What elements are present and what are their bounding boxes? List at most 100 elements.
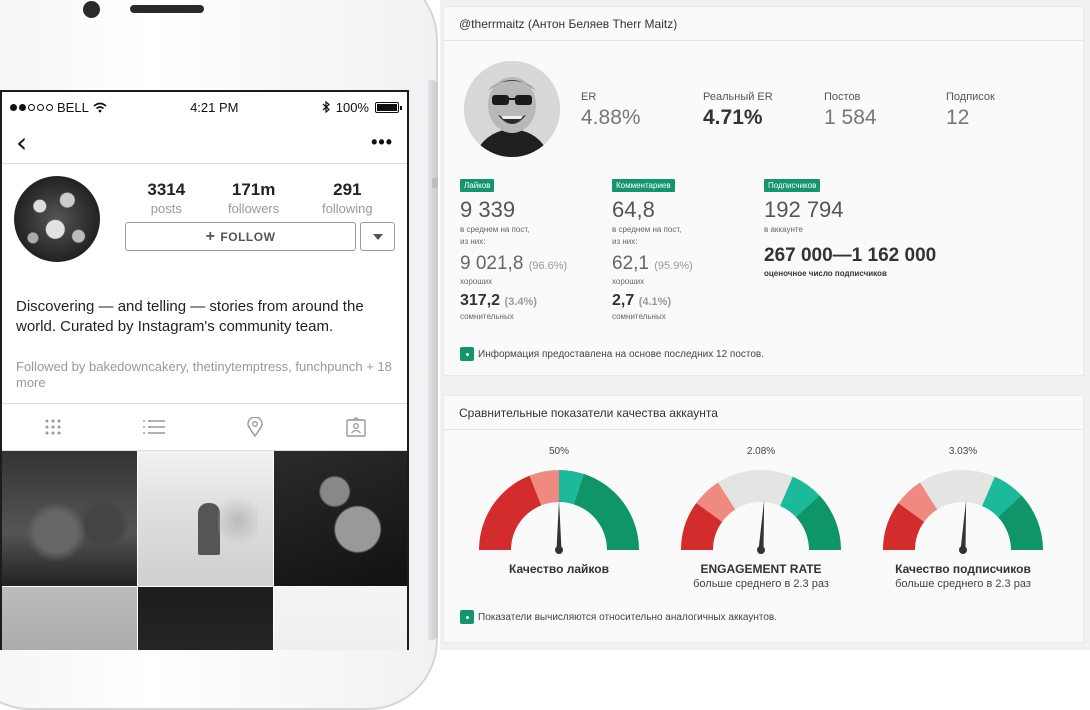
avatar[interactable] <box>14 176 100 262</box>
likes-tag: Лайков <box>460 179 495 192</box>
gauge-percent: 50% <box>548 446 569 457</box>
profile-tabs <box>2 403 407 451</box>
profile-header: 3314 posts 171m followers 291 following … <box>2 164 407 289</box>
profile-stats: 3314 posts 171m followers 291 following <box>126 180 394 216</box>
suggestions-dropdown-button[interactable] <box>360 222 395 251</box>
grid-icon[interactable] <box>41 415 65 439</box>
stat-following[interactable]: 291 following <box>322 180 373 216</box>
photo-thumbnail[interactable] <box>2 451 137 586</box>
stat-label: following <box>322 201 373 216</box>
photo-grid <box>2 451 407 650</box>
footer-note-text: Показатели вычисляются относительно анал… <box>478 611 778 623</box>
metric-label: Реальный ER <box>703 91 773 103</box>
metric-following: Подписок 12 <box>946 91 995 130</box>
gauge-name: ENGAGEMENT RATE <box>700 562 822 576</box>
list-icon[interactable] <box>142 415 166 439</box>
plus-icon: + <box>205 227 216 245</box>
gauge-followers-quality: 3.03% Качество подписчиков больше средне… <box>878 446 1048 590</box>
likes-good-value: 9 021,8 <box>460 253 524 274</box>
tagged-icon[interactable] <box>344 415 368 439</box>
comments-good-pct: (95.9%) <box>654 260 693 272</box>
info-note: Информация предоставлена на основе после… <box>460 347 764 361</box>
quality-card: Сравнительные показатели качества аккаун… <box>443 395 1084 643</box>
more-options-icon[interactable]: ••• <box>371 132 393 152</box>
likes-good-label: хороших <box>460 277 493 286</box>
info-icon <box>460 347 474 361</box>
phone-screen: BELL 4:21 PM 100% ‹ ••• 3314 posts 171m … <box>0 90 409 650</box>
followers-range: 267 000—1 162 000 <box>764 245 937 266</box>
wifi-icon <box>93 102 107 112</box>
gauge-engagement-rate: 2.08% ENGAGEMENT RATE больше среднего в … <box>676 446 846 590</box>
comments-good: 62,1 (95.9%) <box>612 253 752 275</box>
metric-value: 4.71% <box>703 106 763 129</box>
photo-thumbnail[interactable] <box>138 451 273 586</box>
phone-edge <box>428 80 438 640</box>
stat-value: 3314 <box>147 180 186 199</box>
likes-doubt-pct: (3.4%) <box>504 296 537 308</box>
followers-note: в аккаунте <box>764 225 803 234</box>
gauge-hub <box>959 546 967 554</box>
comments-note: в среднем на пост, <box>612 225 682 234</box>
followers-tag: Подписчиков <box>764 179 821 192</box>
follow-label: FOLLOW <box>220 229 276 244</box>
stat-posts[interactable]: 3314 posts <box>147 180 185 216</box>
gauge-segment <box>997 495 1043 550</box>
metric-value: 4.88% <box>581 106 641 129</box>
metric-posts: Постов 1 584 <box>824 91 877 130</box>
profile-bio: Discovering — and telling — stories from… <box>16 298 364 335</box>
account-title: @therrmaitz (Антон Беляев Therr Maitz) <box>444 7 1083 41</box>
account-avatar <box>464 61 560 157</box>
photo-thumbnail[interactable] <box>274 587 407 650</box>
followed-by-text[interactable]: Followed by bakedowncakery, thetinytempt… <box>16 359 392 390</box>
location-pin-icon[interactable] <box>243 415 267 439</box>
likes-good: 9 021,8 (96.6%) <box>460 253 600 275</box>
gauge-segment <box>696 482 736 522</box>
phone-speaker <box>130 5 204 13</box>
likes-doubt-label: сомнительных <box>460 312 514 321</box>
gauge-likes-quality: 50% Качество лайков <box>474 446 644 578</box>
gauge-percent: 2.08% <box>746 446 776 457</box>
status-bar: BELL 4:21 PM 100% <box>2 92 407 122</box>
gauge-segment <box>920 470 995 510</box>
stat-value: 291 <box>333 180 362 199</box>
info-icon <box>460 610 474 624</box>
stat-followers[interactable]: 171m followers <box>228 180 279 216</box>
followers-block: Подписчиков 192 794 в аккаунте 267 000—1… <box>764 175 1024 278</box>
metric-label: Подписок <box>946 91 995 103</box>
gauge-segment <box>795 495 841 550</box>
followers-range-note: оценочное число подписчиков <box>764 269 887 278</box>
comments-good-value: 62,1 <box>612 253 649 274</box>
caret-down-icon <box>372 233 383 240</box>
gauge-segment <box>982 476 1022 518</box>
footer-note: Показатели вычисляются относительно анал… <box>460 610 777 624</box>
gauge-dial <box>479 470 639 554</box>
gauge-segment <box>479 475 542 550</box>
photo-thumbnail[interactable] <box>138 587 273 650</box>
gauge-segment <box>559 470 584 505</box>
comments-block: Комментариев 64,8 в среднем на пост, из … <box>612 175 752 322</box>
comments-good-label: хороших <box>612 277 645 286</box>
gauge-segment <box>718 470 793 510</box>
gauge-name: Качество подписчиков <box>895 562 1031 576</box>
likes-value: 9 339 <box>460 197 516 222</box>
likes-block: Лайков 9 339 в среднем на пост, из них: … <box>460 175 600 322</box>
gauge-hub <box>555 546 563 554</box>
photo-thumbnail[interactable] <box>2 587 137 650</box>
gauge-segment <box>573 473 639 550</box>
signal-icon <box>10 103 53 111</box>
gauge-needle <box>960 500 967 551</box>
gauge-needle <box>758 500 765 551</box>
metric-value: 12 <box>946 106 970 129</box>
comments-tag: Комментариев <box>612 179 675 192</box>
front-camera <box>83 1 100 18</box>
follow-button[interactable]: + FOLLOW <box>125 222 356 251</box>
gauge-sub: больше среднего в 2.3 раз <box>895 578 1031 590</box>
metric-label: ER <box>581 91 597 103</box>
comments-doubt: 2,7 (4.1%) <box>612 292 752 310</box>
photo-thumbnail[interactable] <box>274 451 407 586</box>
gauge-name: Качество лайков <box>509 562 609 576</box>
metric-label: Постов <box>824 91 861 103</box>
likes-doubt: 317,2 (3.4%) <box>460 292 600 310</box>
info-note-text: Информация предоставлена на основе после… <box>478 348 765 360</box>
back-chevron-icon[interactable]: ‹ <box>16 125 28 159</box>
